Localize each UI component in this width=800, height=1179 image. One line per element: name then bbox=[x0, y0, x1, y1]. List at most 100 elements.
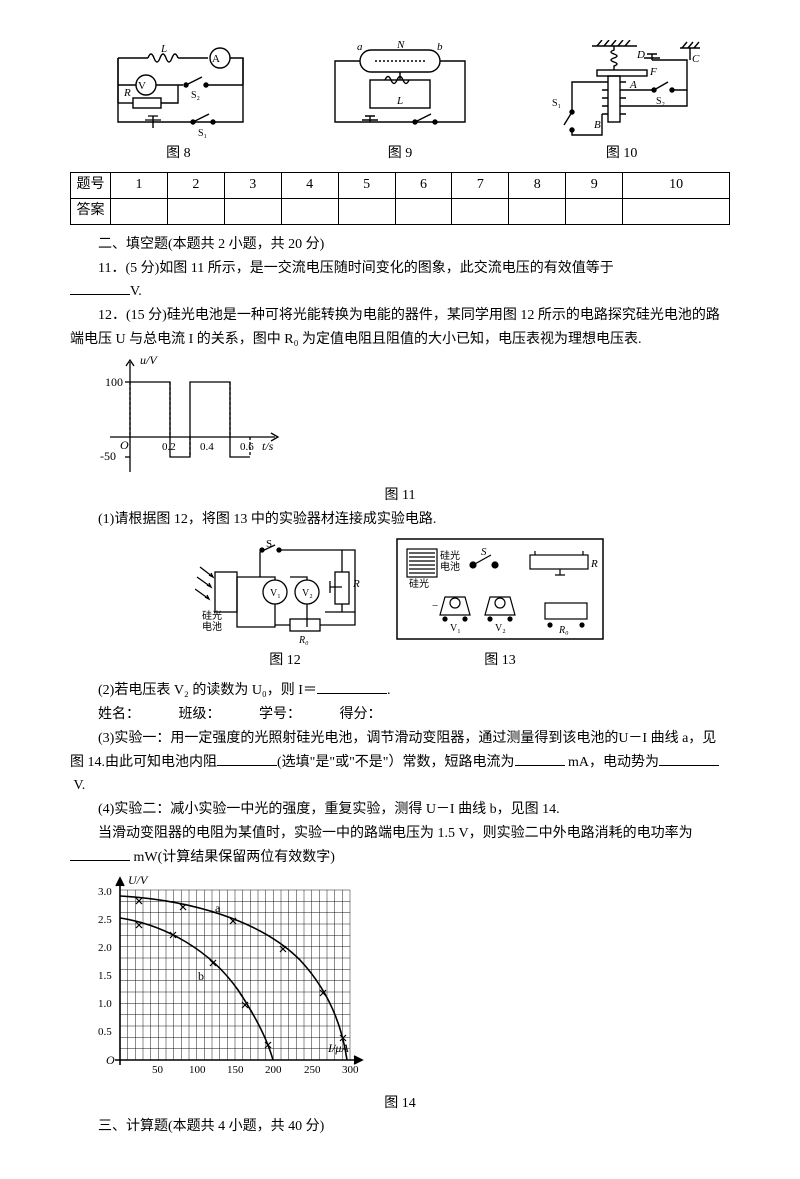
num-cell: 4 bbox=[281, 172, 338, 198]
q12-3b: (选填"是"或"不是"）常数，短路电流为 bbox=[277, 755, 515, 770]
ans-cell bbox=[338, 198, 395, 224]
fig11-ymin: -50 bbox=[100, 449, 116, 463]
section-2-heading: 二、填空题(本题共 2 小题，共 20 分) bbox=[70, 233, 730, 257]
fig13-caption: 图 13 bbox=[484, 649, 516, 673]
fig11-ymax: 100 bbox=[105, 375, 123, 389]
fig14-y3: 1.5 bbox=[98, 970, 112, 982]
top-figure-row: L A V S₂ R S₁ 图 8 a b bbox=[70, 40, 730, 166]
fig14-y2: 1.0 bbox=[98, 998, 112, 1010]
num-cell: 8 bbox=[509, 172, 566, 198]
q12-2b: . bbox=[387, 683, 391, 698]
ans-cell bbox=[509, 198, 566, 224]
fig9-a: a bbox=[357, 41, 363, 53]
q12-part1: (1)请根据图 12，将图 13 中的实验器材连接成实验电路. bbox=[70, 508, 730, 532]
q12-4c: mW(计算结果保留两位有效数字) bbox=[134, 850, 335, 865]
fig10-A: A bbox=[629, 79, 637, 91]
q12-3d: V. bbox=[74, 778, 86, 793]
row-head-2: 答案 bbox=[71, 198, 111, 224]
fig13-R0: R₀ bbox=[558, 625, 569, 636]
fig8-caption: 图 8 bbox=[166, 142, 191, 166]
q12-2a: (2)若电压表 V₂ 的读数为 U₀，则 I＝ bbox=[98, 683, 317, 698]
fig8-S2: S₂ bbox=[191, 90, 200, 101]
fig12-caption: 图 12 bbox=[269, 649, 301, 673]
fig11-origin: O bbox=[120, 438, 129, 452]
num-cell: 1 bbox=[111, 172, 168, 198]
figure-11: u/V 100 -50 O 0.2 0.4 0.6 t/s 图 11 bbox=[70, 352, 730, 508]
ans-cell bbox=[395, 198, 452, 224]
fig12-V1: V₁ bbox=[270, 588, 281, 599]
fig9-L: L bbox=[396, 95, 403, 107]
name-label: 姓名： bbox=[98, 707, 140, 722]
fig10-C: C bbox=[692, 53, 700, 65]
num-cell: 10 bbox=[623, 172, 730, 198]
q11-body: 11．(5 分)如图 11 所示，是一交流电压随时间变化的图象，此交流电压的有效… bbox=[98, 261, 614, 276]
fig13-cell-a: 硅光 bbox=[409, 577, 429, 590]
fig8-S1: S₁ bbox=[198, 128, 207, 139]
ans-cell bbox=[111, 198, 168, 224]
blank bbox=[70, 281, 130, 295]
blank bbox=[217, 752, 277, 766]
fig11-x3: 0.6 bbox=[240, 441, 254, 453]
fig12-V2: V₂ bbox=[302, 588, 313, 599]
fig12-13-row: S 硅光 电池 V₁ V₂ R R₀ 图 12 bbox=[70, 537, 730, 673]
fig11-caption: 图 11 bbox=[70, 484, 730, 508]
fig12-svg: S 硅光 电池 V₁ V₂ R R₀ bbox=[195, 537, 375, 647]
name-line: 姓名： 班级： 学号： 得分： bbox=[70, 703, 730, 727]
circuit-8-svg: L A V S₂ R S₁ bbox=[98, 40, 258, 140]
circuit-10-svg: D C F S₁ S₂ A B bbox=[542, 40, 702, 140]
num-cell: 2 bbox=[167, 172, 224, 198]
fig12-cell-a: 硅光 bbox=[202, 609, 222, 622]
fig12-R0: R₀ bbox=[298, 635, 309, 646]
q12-part3: (3)实验一：用一定强度的光照射硅光电池，调节滑动变阻器，通过测量得到该电池的U… bbox=[70, 727, 730, 798]
q11-line2: V. bbox=[70, 280, 730, 304]
fig8-V: V bbox=[138, 80, 146, 92]
blank bbox=[317, 680, 387, 694]
fig9-b: b bbox=[437, 41, 443, 53]
fig14-svg: U/V O 0.5 1.0 1.5 2.0 2.5 3.0 50 100 150… bbox=[70, 870, 370, 1090]
fig13-S: S bbox=[481, 546, 487, 558]
fig14-ylabel: U/V bbox=[128, 873, 149, 887]
num-cell: 6 bbox=[395, 172, 452, 198]
fig10-S1: S₁ bbox=[552, 98, 561, 109]
fig10-D: D bbox=[636, 49, 645, 61]
fig9-N: N bbox=[396, 40, 405, 51]
num-cell: 9 bbox=[566, 172, 623, 198]
class-label: 班级： bbox=[179, 707, 221, 722]
q12-part4a: (4)实验二：减小实验一中光的强度，重复实验，测得 U－I 曲线 b，见图 14… bbox=[70, 798, 730, 822]
fig13-svg: 硅光 硅光 电池 S R − V₁ V₂ R₀ bbox=[395, 537, 605, 647]
ans-cell bbox=[281, 198, 338, 224]
fig10-S2: S₂ bbox=[656, 96, 665, 107]
fig8-L: L bbox=[160, 43, 167, 55]
figure-10: D C F S₁ S₂ A B 图 10 bbox=[542, 40, 702, 166]
fig8-R: R bbox=[123, 87, 131, 99]
answer-table: 题号 1 2 3 4 5 6 7 8 9 10 答案 bbox=[70, 172, 730, 225]
fig12-cell-b: 电池 bbox=[202, 620, 222, 633]
fig14-x4: 200 bbox=[265, 1064, 282, 1076]
fig11-ylabel: u/V bbox=[140, 353, 158, 367]
num-cell: 7 bbox=[452, 172, 509, 198]
fig8-A: A bbox=[212, 53, 220, 65]
fig11-x2: 0.4 bbox=[200, 441, 214, 453]
fig13-minus: − bbox=[432, 600, 438, 612]
fig13-R: R bbox=[590, 558, 598, 570]
fig13-V2: V₂ bbox=[495, 623, 506, 634]
fig12-R: R bbox=[352, 578, 360, 590]
row-head-1: 题号 bbox=[71, 172, 111, 198]
q12-4b: 当滑动变阻器的电阻为某值时，实验一中的路端电压为 1.5 V，则实验二中外电路消… bbox=[98, 826, 693, 841]
figure-13: 硅光 硅光 电池 S R − V₁ V₂ R₀ 图 13 bbox=[395, 537, 605, 673]
ans-cell bbox=[452, 198, 509, 224]
fig13-cell-l2: 电池 bbox=[440, 560, 460, 573]
q12-3c: mA，电动势为 bbox=[568, 755, 659, 770]
fig14-xlabel: I/μA bbox=[327, 1041, 349, 1055]
fig10-B: B bbox=[594, 119, 601, 131]
fig14-y5: 2.5 bbox=[98, 914, 112, 926]
fig11-xlabel: t/s bbox=[262, 439, 274, 453]
fig14-b: b bbox=[198, 969, 204, 983]
fig14-x1: 50 bbox=[152, 1064, 164, 1076]
fig11-x1: 0.2 bbox=[162, 441, 176, 453]
fig14-caption: 图 14 bbox=[70, 1092, 730, 1116]
blank bbox=[659, 752, 719, 766]
q11-unit: V. bbox=[130, 284, 142, 299]
fig13-V1: V₁ bbox=[450, 623, 461, 634]
fig13-cell-l1: 硅光 bbox=[440, 549, 460, 562]
